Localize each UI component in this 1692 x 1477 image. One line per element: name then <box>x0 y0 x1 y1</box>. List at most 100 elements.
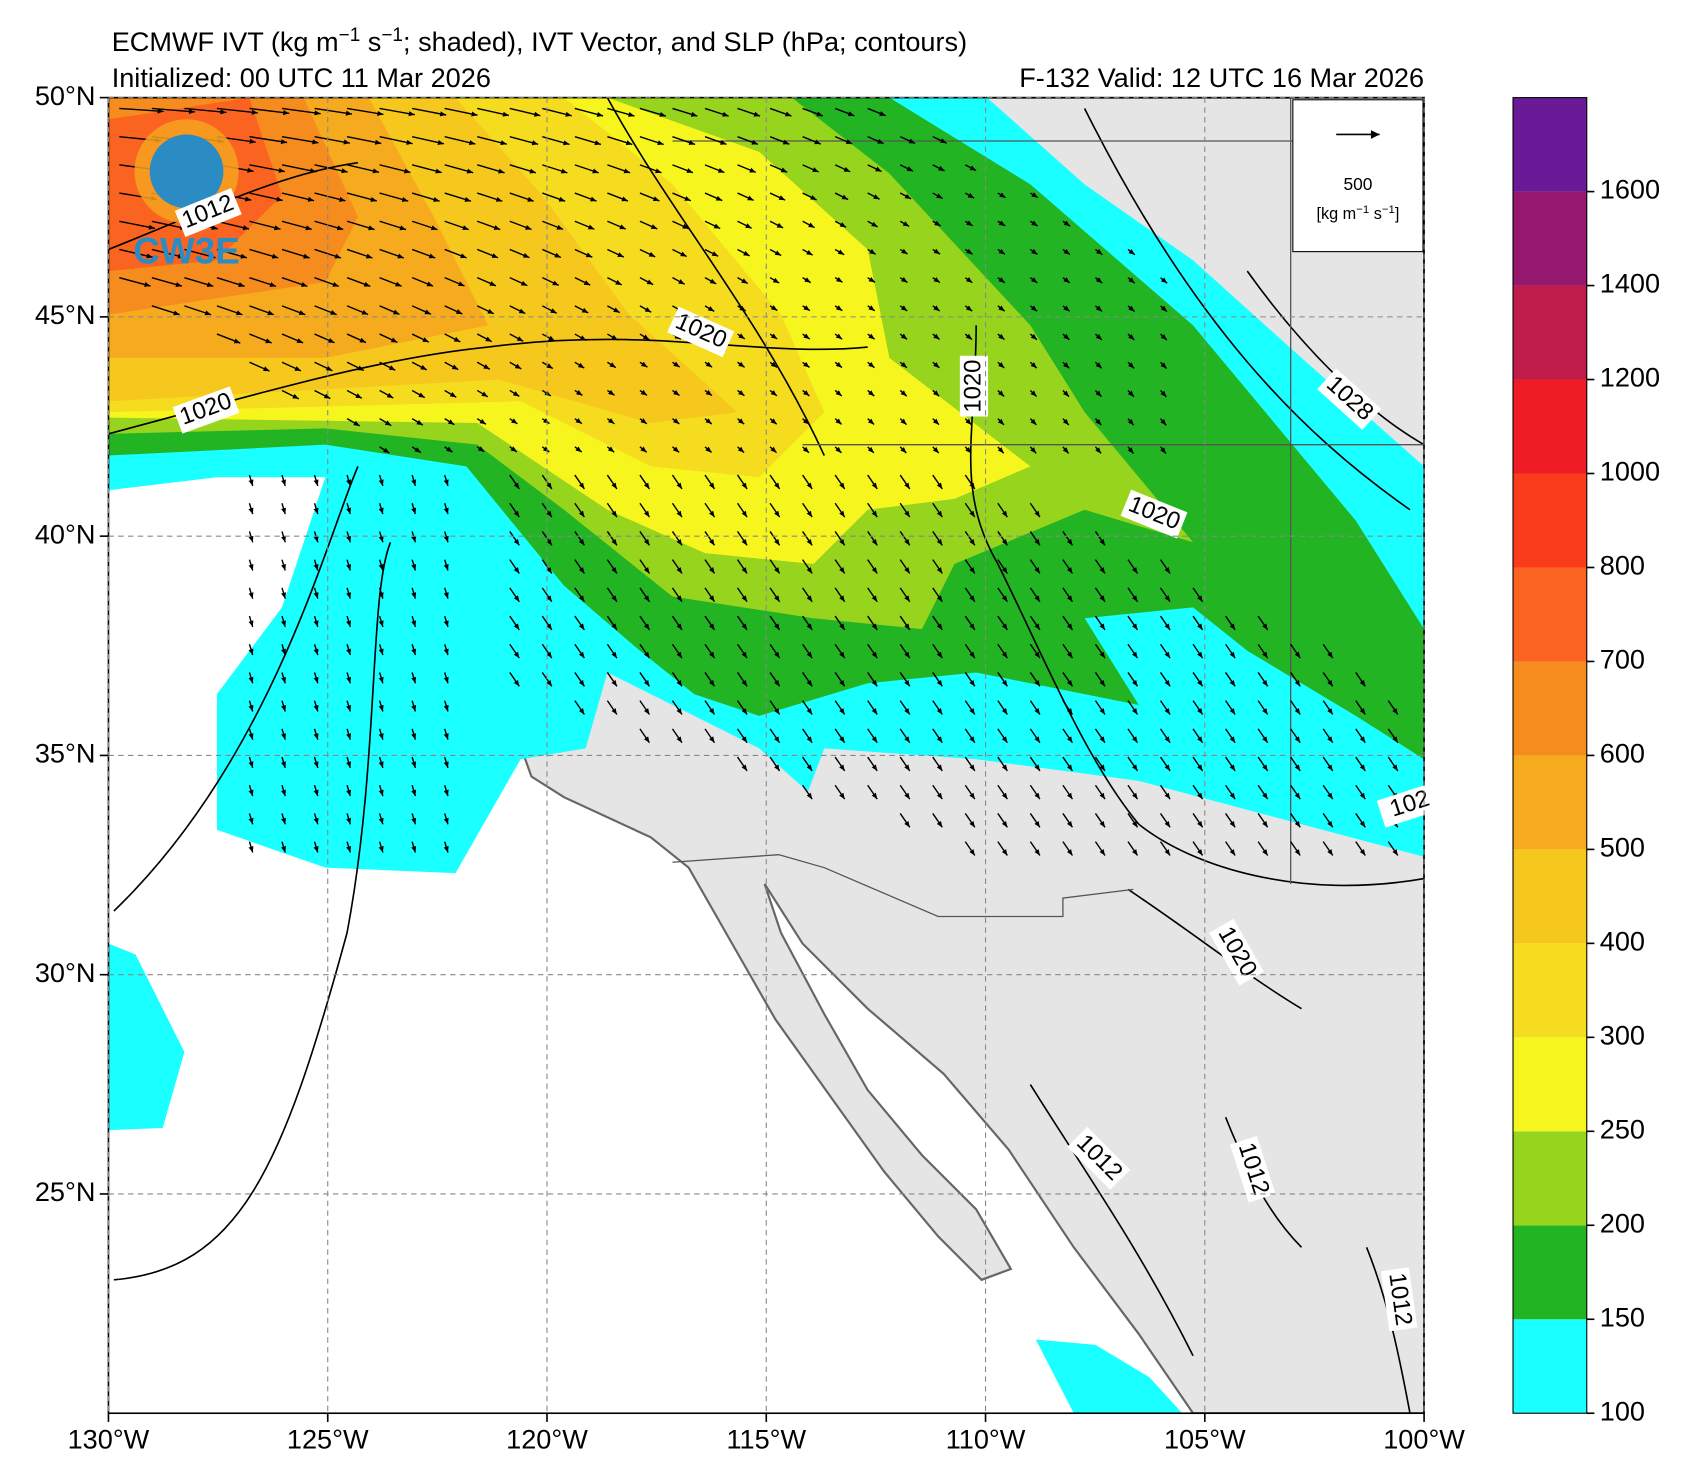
vector-head <box>835 361 842 368</box>
vector-head <box>424 309 431 315</box>
vector-head <box>378 761 384 768</box>
vector-head <box>936 623 943 630</box>
colorbar-label: 200 <box>1600 1207 1645 1238</box>
vector-head <box>839 595 845 602</box>
vector-head <box>1262 820 1268 828</box>
vector-head <box>776 222 784 228</box>
vector-head <box>1001 510 1008 518</box>
vector-head <box>933 305 940 312</box>
vector-head <box>655 168 662 174</box>
vector-head <box>1066 736 1073 743</box>
vector-head <box>578 708 585 715</box>
vector-head <box>611 708 617 715</box>
vector-head <box>1164 623 1171 630</box>
vector-head <box>411 620 417 627</box>
vector-head <box>556 224 564 230</box>
vector-head <box>238 282 245 287</box>
vector-head <box>1132 849 1138 856</box>
vector-head <box>314 110 321 116</box>
vector-head <box>741 708 748 715</box>
vector-head <box>433 197 440 202</box>
vector-head <box>269 282 277 287</box>
vector-head <box>868 276 875 283</box>
vector-head <box>877 138 884 144</box>
vector-head <box>933 362 940 368</box>
vector-head <box>900 390 907 397</box>
vector-head <box>1160 419 1167 426</box>
vector-head <box>411 846 417 853</box>
vector-head <box>346 592 352 599</box>
vector-head <box>558 196 566 202</box>
vector-head <box>378 846 384 853</box>
vector-head <box>388 365 396 371</box>
vector-head <box>875 166 882 172</box>
vector-head <box>455 309 463 314</box>
vector-head <box>643 651 650 659</box>
vector-head <box>248 733 254 740</box>
vector-head <box>998 248 1006 255</box>
vector-head <box>747 195 754 201</box>
vector-head <box>1132 708 1138 715</box>
vector-head <box>1262 736 1268 743</box>
vector-head <box>803 333 810 340</box>
vector-head <box>443 535 449 543</box>
vector-head <box>346 761 352 768</box>
vector-head <box>313 733 319 740</box>
vector-head <box>1229 764 1236 771</box>
vector-head <box>546 538 552 546</box>
colorbar-label: 150 <box>1600 1301 1645 1332</box>
vector-legend-units: [kg m−1 s−1] <box>1316 204 1399 223</box>
vector-head <box>770 361 778 368</box>
vector-head <box>904 736 910 743</box>
vector-head <box>525 225 532 230</box>
vector-head <box>1001 651 1008 659</box>
vector-head <box>248 620 254 627</box>
vector-head <box>443 564 449 571</box>
vector-head <box>969 567 975 574</box>
vector-head <box>341 168 348 174</box>
vector-head <box>904 623 910 630</box>
vector-head <box>511 418 518 424</box>
vector-head <box>552 280 559 286</box>
vector-head <box>816 111 823 117</box>
vector-head <box>709 278 717 284</box>
vector-head <box>739 305 746 311</box>
vector-head <box>871 651 878 659</box>
vector-head <box>1132 736 1138 743</box>
vector-head <box>1001 736 1008 743</box>
vector-head <box>1164 651 1171 659</box>
vector-head <box>1294 651 1301 659</box>
vector-head <box>378 479 384 486</box>
vector-head <box>1229 849 1236 856</box>
vector-head <box>709 567 715 574</box>
vector-head <box>806 764 813 771</box>
vector-head <box>1099 567 1105 574</box>
vector-head <box>1001 538 1008 546</box>
vector-head <box>778 195 786 201</box>
vector-head <box>901 277 908 283</box>
vector-head <box>770 446 777 453</box>
vector-head <box>513 623 520 630</box>
text-part: −1 <box>1382 204 1395 216</box>
vector-head <box>309 168 317 174</box>
vector-head <box>1001 595 1008 602</box>
vector-head <box>313 676 319 684</box>
vector-head <box>378 535 384 543</box>
vector-head <box>839 510 845 518</box>
vector-head <box>810 194 817 200</box>
x-tick-label: 110°W <box>946 1424 1026 1455</box>
vector-head <box>355 393 362 399</box>
vector-head <box>1262 651 1268 659</box>
vector-head <box>738 361 745 368</box>
vector-head <box>845 139 853 144</box>
vector-head <box>513 482 520 489</box>
colorbar: 100 150 200 250 300 400 500 600 700 800 1000 1200 14… <box>1512 97 1660 1426</box>
vector-head <box>806 567 813 574</box>
vector-head <box>672 446 680 453</box>
vector-head <box>546 510 552 518</box>
vector-head <box>1294 764 1301 771</box>
vector-head <box>715 195 723 201</box>
vector-head <box>346 789 352 797</box>
vector-head <box>936 820 943 828</box>
vector-head <box>346 846 352 853</box>
